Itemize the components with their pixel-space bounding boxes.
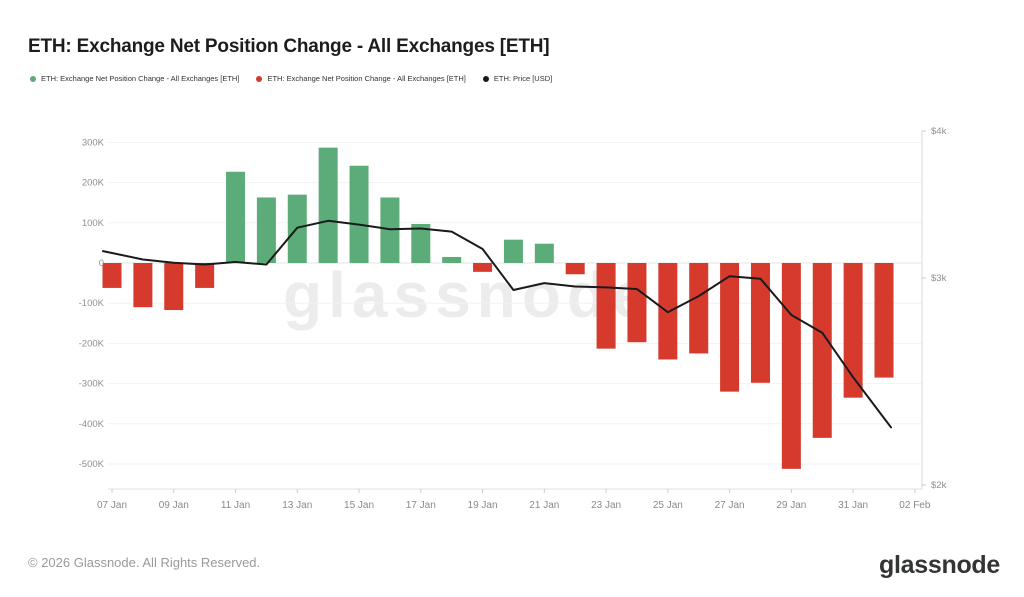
bar-08-jan <box>133 263 153 308</box>
legend: ETH: Exchange Net Position Change - All … <box>30 74 552 83</box>
x-axis-label: 09 Jan <box>159 500 189 511</box>
glassnode-logo: glassnode <box>879 551 1000 579</box>
x-axis-label: 31 Jan <box>838 500 868 511</box>
x-axis-label: 23 Jan <box>591 500 621 511</box>
green-dot-icon <box>30 75 36 82</box>
x-axis-label: 25 Jan <box>653 500 683 511</box>
bar-20-jan <box>503 239 523 263</box>
right-axis-label: $2k <box>931 480 947 491</box>
copyright-text: © 2026 Glassnode. All Rights Reserved. <box>28 555 261 570</box>
x-axis-label: 17 Jan <box>406 500 436 511</box>
bar-28-jan <box>750 263 770 383</box>
legend-label: ETH: Exchange Net Position Change - All … <box>267 74 466 83</box>
right-axis-label: $3k <box>931 273 947 284</box>
bar-15-jan <box>349 165 369 263</box>
bar-18-jan <box>442 256 462 263</box>
page-title: ETH: Exchange Net Position Change - All … <box>28 36 550 57</box>
bar-30-jan <box>812 263 832 438</box>
right-axis-label: $4k <box>931 126 947 137</box>
bar-07-jan <box>102 263 122 288</box>
left-axis-label: 300K <box>82 137 105 148</box>
legend-label: ETH: Exchange Net Position Change - All … <box>41 74 240 83</box>
bar-19-jan <box>473 263 493 272</box>
x-axis-label: 13 Jan <box>282 500 312 511</box>
bar-27-jan <box>720 263 740 392</box>
price-line <box>102 219 892 429</box>
left-axis-label: -100K <box>79 298 105 309</box>
x-axis-label: 15 Jan <box>344 500 374 511</box>
left-axis-label: -400K <box>79 419 105 430</box>
x-axis-label: 02 Feb <box>899 500 931 511</box>
bar-26-jan <box>689 263 709 354</box>
bar-11-jan <box>226 171 246 263</box>
x-axis-label: 29 Jan <box>776 500 806 511</box>
bar-01-feb <box>874 263 894 378</box>
black-dot-icon <box>482 75 489 82</box>
bar-21-jan <box>534 243 554 263</box>
left-axis-label: -300K <box>79 379 105 390</box>
left-axis-label: 100K <box>82 218 105 229</box>
x-axis-label: 11 Jan <box>221 500 250 511</box>
bar-10-jan <box>195 263 215 288</box>
bar-12-jan <box>256 197 276 263</box>
bar-22-jan <box>565 263 585 275</box>
bar-31-jan <box>843 263 863 398</box>
bar-23-jan <box>596 263 616 349</box>
left-axis-label: 200K <box>82 178 105 189</box>
bar-17-jan <box>411 224 431 263</box>
glassnode-watermark: glassnode <box>283 259 654 331</box>
left-axis-label: -200K <box>79 338 105 349</box>
x-axis-label: 07 Jan <box>97 500 127 511</box>
left-axis-label: -500K <box>79 459 105 470</box>
x-axis-label: 21 Jan <box>529 500 559 511</box>
x-axis-label: 27 Jan <box>715 500 745 511</box>
bar-24-jan <box>627 263 647 343</box>
legend-item-price[interactable]: ETH: Price [USD] <box>482 74 553 83</box>
legend-item-netflow-positive[interactable]: ETH: Exchange Net Position Change - All … <box>30 74 239 83</box>
left-axis-label: 0 <box>99 258 104 269</box>
bar-14-jan <box>318 147 338 263</box>
x-axis-label: 19 Jan <box>468 500 498 511</box>
legend-item-netflow-negative[interactable]: ETH: Exchange Net Position Change - All … <box>256 74 466 83</box>
bar-29-jan <box>781 263 801 469</box>
bar-09-jan <box>164 263 184 311</box>
bar-16-jan <box>380 197 400 263</box>
red-dot-icon <box>256 75 263 82</box>
legend-label: ETH: Price [USD] <box>493 74 553 83</box>
